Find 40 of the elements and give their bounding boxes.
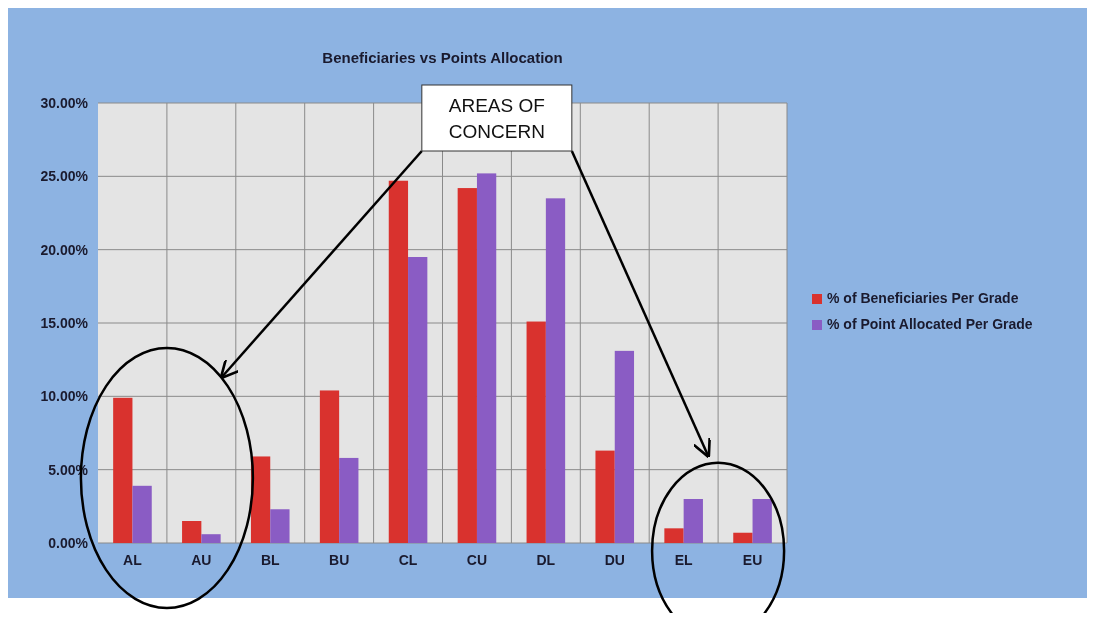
bar: [408, 257, 428, 543]
bar: [595, 450, 615, 543]
y-tick-label: 30.00%: [40, 94, 89, 111]
x-tick-label: CU: [466, 552, 488, 568]
bar: [614, 350, 635, 543]
bar: [132, 485, 152, 543]
y-tick-label: 20.00%: [40, 241, 89, 258]
y-tick-label: 25.00%: [40, 168, 89, 185]
bar: [339, 457, 359, 543]
x-tick-label: EL: [674, 552, 694, 568]
bar: [752, 499, 772, 543]
bar: [683, 499, 703, 543]
annotation: AREAS OF CONCERN: [448, 95, 545, 142]
legend-label: % of Point Allocated Per Grade: [827, 316, 1033, 332]
bar: [476, 173, 497, 543]
x-tick-label: DL: [536, 552, 556, 568]
bar: [526, 321, 546, 543]
x-tick-label: DU: [604, 552, 625, 568]
bar: [545, 198, 566, 543]
bar: [250, 456, 271, 543]
x-tick-label: AL: [123, 552, 143, 568]
bar: [201, 534, 221, 543]
y-tick-label: 0.00%: [48, 534, 89, 551]
bar: [733, 532, 753, 543]
bar: [457, 188, 477, 543]
bar: [182, 521, 202, 543]
chart-title: Beneficiaries vs Points Allocation: [322, 49, 563, 66]
x-tick-label: CL: [398, 552, 418, 568]
bar: [270, 509, 290, 543]
y-tick-label: 15.00%: [40, 314, 89, 331]
bar: [388, 180, 409, 543]
legend-label: % of Beneficiaries Per Grade: [827, 290, 1019, 306]
x-tick-label: AU: [191, 552, 212, 568]
x-tick-label: BL: [260, 552, 281, 568]
bar: [319, 390, 340, 543]
y-tick-label: 10.00%: [40, 388, 89, 405]
x-tick-label: EU: [742, 552, 763, 568]
bar: [664, 528, 684, 543]
x-tick-label: BU: [329, 552, 350, 568]
bar: [113, 397, 133, 543]
